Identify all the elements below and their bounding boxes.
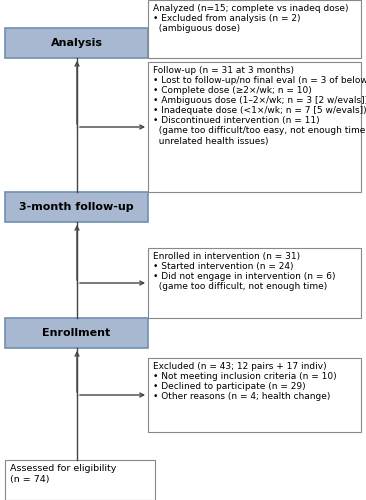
- Text: Analyzed (n=15; complete vs inadeq dose): Analyzed (n=15; complete vs inadeq dose): [153, 4, 348, 13]
- Text: Follow-up (n = 31 at 3 months): Follow-up (n = 31 at 3 months): [153, 66, 294, 75]
- Text: • Other reasons (n = 4; health change): • Other reasons (n = 4; health change): [153, 392, 330, 401]
- Bar: [148, 62, 361, 192]
- Text: • Not meeting inclusion criteria (n = 10): • Not meeting inclusion criteria (n = 10…: [153, 372, 337, 381]
- Bar: [148, 248, 361, 318]
- Bar: [148, 0, 361, 58]
- Text: Enrolled in intervention (n = 31): Enrolled in intervention (n = 31): [153, 252, 300, 261]
- Text: • Inadequate dose (<1×/wk; n = 7 [5 w/evals]): • Inadequate dose (<1×/wk; n = 7 [5 w/ev…: [153, 106, 366, 116]
- Text: (game too difficult/too easy, not enough time,: (game too difficult/too easy, not enough…: [153, 126, 366, 136]
- Text: (ambiguous dose): (ambiguous dose): [153, 24, 240, 33]
- Text: Excluded (n = 43; 12 pairs + 17 indiv): Excluded (n = 43; 12 pairs + 17 indiv): [153, 362, 326, 371]
- Text: Enrollment: Enrollment: [42, 328, 111, 338]
- Text: • Did not engage in intervention (n = 6): • Did not engage in intervention (n = 6): [153, 272, 336, 281]
- Text: • Ambiguous dose (1–2×/wk; n = 3 [2 w/evals]): • Ambiguous dose (1–2×/wk; n = 3 [2 w/ev…: [153, 96, 366, 105]
- Bar: [5, 192, 148, 222]
- Text: unrelated health issues): unrelated health issues): [153, 136, 269, 145]
- Text: • Declined to participate (n = 29): • Declined to participate (n = 29): [153, 382, 306, 391]
- Text: • Started intervention (n = 24): • Started intervention (n = 24): [153, 262, 294, 271]
- Bar: [5, 460, 155, 500]
- Text: • Excluded from analysis (n = 2): • Excluded from analysis (n = 2): [153, 14, 300, 23]
- Text: • Complete dose (≥2×/wk; n = 10): • Complete dose (≥2×/wk; n = 10): [153, 86, 312, 95]
- Bar: [148, 358, 361, 432]
- Text: 3-month follow-up: 3-month follow-up: [19, 202, 134, 212]
- Text: (game too difficult, not enough time): (game too difficult, not enough time): [153, 282, 327, 291]
- Text: • Lost to follow-up/no final eval (n = 3 of below): • Lost to follow-up/no final eval (n = 3…: [153, 76, 366, 85]
- Text: • Discontinued intervention (n = 11): • Discontinued intervention (n = 11): [153, 116, 320, 126]
- Text: (n = 74): (n = 74): [10, 474, 49, 484]
- Text: Analysis: Analysis: [51, 38, 102, 48]
- Bar: [5, 28, 148, 58]
- Bar: [5, 318, 148, 348]
- Text: Assessed for eligibility: Assessed for eligibility: [10, 464, 116, 473]
